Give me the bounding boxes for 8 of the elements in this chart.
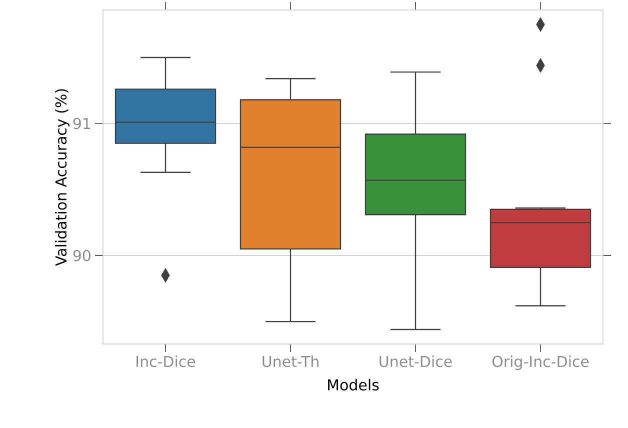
x-axis-title: Models: [328, 378, 379, 391]
y-axis-title: Validation Accuracy (%): [55, 89, 70, 266]
x-tick-label: Inc-Dice: [136, 356, 196, 368]
x-tick-label: Unet-Dice: [380, 356, 452, 368]
x-tick-label: Unet-Th: [262, 356, 318, 368]
y-tick-label: 90: [73, 250, 90, 262]
y-tick-label: 91: [73, 118, 90, 130]
x-tick-label: Orig-Inc-Dice: [492, 356, 589, 370]
